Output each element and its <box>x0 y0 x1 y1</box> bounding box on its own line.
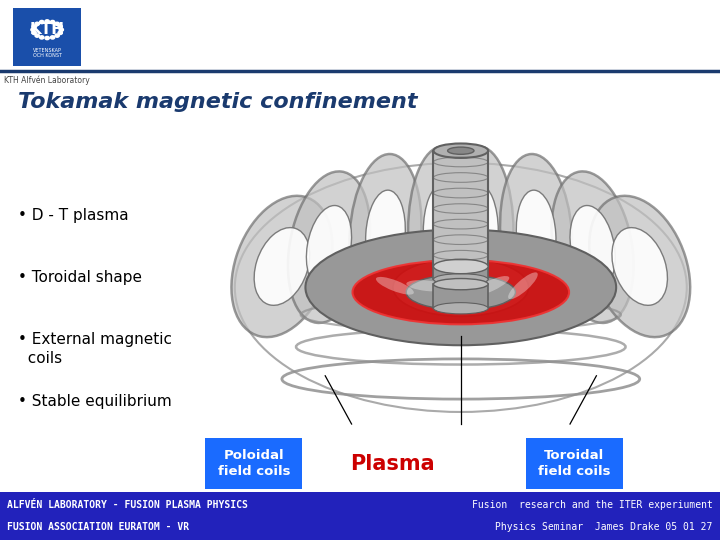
Ellipse shape <box>406 280 447 292</box>
Ellipse shape <box>376 277 414 295</box>
Circle shape <box>55 22 59 25</box>
Circle shape <box>58 25 63 28</box>
FancyBboxPatch shape <box>205 438 302 489</box>
Ellipse shape <box>433 302 488 314</box>
Ellipse shape <box>288 171 370 323</box>
Ellipse shape <box>353 260 569 325</box>
Ellipse shape <box>446 147 513 315</box>
FancyBboxPatch shape <box>13 8 81 66</box>
Text: Plasma: Plasma <box>350 454 435 474</box>
Circle shape <box>59 28 63 31</box>
FancyBboxPatch shape <box>433 284 488 308</box>
Ellipse shape <box>305 230 616 345</box>
FancyBboxPatch shape <box>433 151 488 266</box>
Ellipse shape <box>254 227 310 305</box>
Circle shape <box>32 25 36 28</box>
Ellipse shape <box>349 154 421 315</box>
Text: Fusion  research and the ITER experiument: Fusion research and the ITER experiument <box>472 501 713 510</box>
Circle shape <box>50 36 55 39</box>
Ellipse shape <box>461 185 498 278</box>
Circle shape <box>50 21 55 24</box>
FancyBboxPatch shape <box>0 492 720 540</box>
Ellipse shape <box>552 171 634 323</box>
Ellipse shape <box>406 274 516 310</box>
Circle shape <box>31 28 35 31</box>
Text: • Toroidal shape: • Toroidal shape <box>18 270 142 285</box>
Ellipse shape <box>307 206 351 289</box>
Ellipse shape <box>612 227 667 305</box>
Text: Toroidal
field coils: Toroidal field coils <box>538 449 611 478</box>
Ellipse shape <box>516 190 556 279</box>
Circle shape <box>35 34 40 37</box>
Ellipse shape <box>472 276 509 295</box>
Text: VETENSKAP
OCH KONST: VETENSKAP OCH KONST <box>32 48 62 58</box>
Ellipse shape <box>508 272 538 299</box>
FancyBboxPatch shape <box>433 263 488 279</box>
Ellipse shape <box>433 144 488 158</box>
Circle shape <box>40 36 44 39</box>
Text: Tokamak magnetic confinement: Tokamak magnetic confinement <box>18 92 418 112</box>
Ellipse shape <box>438 280 480 292</box>
Text: FUSION ASSOCIATION EURATOM - VR: FUSION ASSOCIATION EURATOM - VR <box>7 522 189 532</box>
FancyBboxPatch shape <box>526 438 623 489</box>
Text: KTH: KTH <box>30 22 65 37</box>
Ellipse shape <box>500 154 572 315</box>
Circle shape <box>40 21 44 24</box>
Ellipse shape <box>423 185 461 278</box>
Text: • D - T plasma: • D - T plasma <box>18 208 129 223</box>
Ellipse shape <box>433 279 488 290</box>
Circle shape <box>32 31 36 35</box>
Text: ALFVÉN LABORATORY - FUSION PLASMA PHYSICS: ALFVÉN LABORATORY - FUSION PLASMA PHYSIC… <box>7 501 248 510</box>
Ellipse shape <box>570 206 615 289</box>
Ellipse shape <box>408 147 476 315</box>
Circle shape <box>58 31 63 35</box>
Ellipse shape <box>433 259 488 274</box>
Ellipse shape <box>589 196 690 337</box>
Circle shape <box>45 20 50 23</box>
Text: • Stable equilibrium: • Stable equilibrium <box>18 394 172 409</box>
Ellipse shape <box>231 196 333 337</box>
Ellipse shape <box>433 258 488 269</box>
Ellipse shape <box>366 190 405 279</box>
Circle shape <box>45 36 50 39</box>
Text: KTH Alfvén Laboratory: KTH Alfvén Laboratory <box>4 76 90 85</box>
Text: Poloidal
field coils: Poloidal field coils <box>217 449 290 478</box>
Circle shape <box>55 34 59 37</box>
Text: Physics Seminar  James Drake 05 01 27: Physics Seminar James Drake 05 01 27 <box>495 522 713 532</box>
Ellipse shape <box>433 274 488 285</box>
Circle shape <box>35 22 40 25</box>
Text: • External magnetic
  coils: • External magnetic coils <box>18 332 172 366</box>
Ellipse shape <box>393 259 528 316</box>
Ellipse shape <box>448 147 474 154</box>
